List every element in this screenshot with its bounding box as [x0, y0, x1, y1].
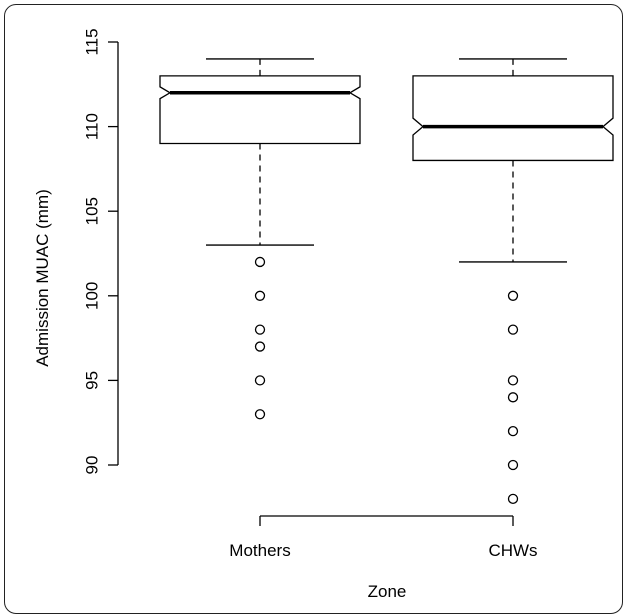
y-tick-label: 110: [83, 113, 102, 140]
outlier-point: [254, 409, 266, 420]
outlier-point: [254, 324, 266, 335]
outlier-point: [507, 375, 519, 386]
y-tick-label: 95: [83, 371, 102, 390]
notched-box: [159, 75, 361, 145]
notched-box: [412, 75, 614, 162]
x-axis-label: Zone: [368, 582, 407, 600]
x-tick-label: Mothers: [229, 541, 290, 560]
box-mothers: [159, 58, 361, 420]
box-chws: [412, 58, 614, 504]
outlier-point: [254, 256, 266, 268]
y-tick-label: 105: [83, 197, 102, 225]
outlier-point: [507, 426, 519, 437]
y-tick-label: 100: [83, 282, 102, 310]
notched-boxplot-chart: 90 95 100 105 110 115 Mothers CHWs Admission M…: [33, 28, 614, 600]
outlier-point: [254, 375, 266, 386]
y-tick-label: 115: [83, 28, 102, 55]
outlier-point: [254, 341, 266, 352]
box-group: [159, 58, 614, 504]
outlier-point: [507, 493, 519, 504]
outlier-point: [507, 392, 519, 403]
x-axis: Mothers CHWs: [229, 515, 538, 560]
outlier-point: [507, 459, 519, 471]
y-axis: 90 95 100 105 110 115: [83, 28, 119, 474]
y-tick-label: 90: [83, 456, 102, 475]
outlier-point: [254, 290, 266, 301]
y-axis-label: Admission MUAC (mm): [33, 189, 52, 367]
x-tick-label: CHWs: [488, 541, 537, 560]
outlier-point: [507, 324, 519, 335]
outlier-point: [507, 290, 519, 301]
